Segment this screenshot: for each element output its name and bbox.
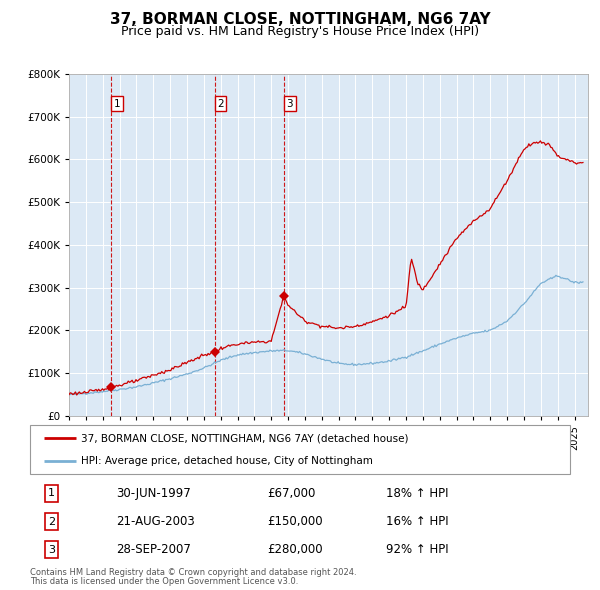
Text: 1: 1: [48, 489, 55, 499]
FancyBboxPatch shape: [30, 425, 570, 474]
Text: £150,000: £150,000: [268, 515, 323, 528]
Text: 2: 2: [217, 99, 224, 109]
Text: 30-JUN-1997: 30-JUN-1997: [116, 487, 191, 500]
Text: 16% ↑ HPI: 16% ↑ HPI: [386, 515, 449, 528]
Text: 37, BORMAN CLOSE, NOTTINGHAM, NG6 7AY: 37, BORMAN CLOSE, NOTTINGHAM, NG6 7AY: [110, 12, 490, 27]
Text: 92% ↑ HPI: 92% ↑ HPI: [386, 543, 449, 556]
Text: 1: 1: [113, 99, 120, 109]
Text: Price paid vs. HM Land Registry's House Price Index (HPI): Price paid vs. HM Land Registry's House …: [121, 25, 479, 38]
Text: 3: 3: [286, 99, 293, 109]
Text: HPI: Average price, detached house, City of Nottingham: HPI: Average price, detached house, City…: [82, 455, 373, 466]
Text: Contains HM Land Registry data © Crown copyright and database right 2024.: Contains HM Land Registry data © Crown c…: [30, 568, 356, 576]
Text: This data is licensed under the Open Government Licence v3.0.: This data is licensed under the Open Gov…: [30, 577, 298, 586]
Text: 28-SEP-2007: 28-SEP-2007: [116, 543, 191, 556]
Text: 18% ↑ HPI: 18% ↑ HPI: [386, 487, 449, 500]
Text: £280,000: £280,000: [268, 543, 323, 556]
Text: 21-AUG-2003: 21-AUG-2003: [116, 515, 195, 528]
Text: £67,000: £67,000: [268, 487, 316, 500]
Text: 2: 2: [48, 516, 55, 526]
Text: 3: 3: [48, 545, 55, 555]
Text: 37, BORMAN CLOSE, NOTTINGHAM, NG6 7AY (detached house): 37, BORMAN CLOSE, NOTTINGHAM, NG6 7AY (d…: [82, 434, 409, 444]
